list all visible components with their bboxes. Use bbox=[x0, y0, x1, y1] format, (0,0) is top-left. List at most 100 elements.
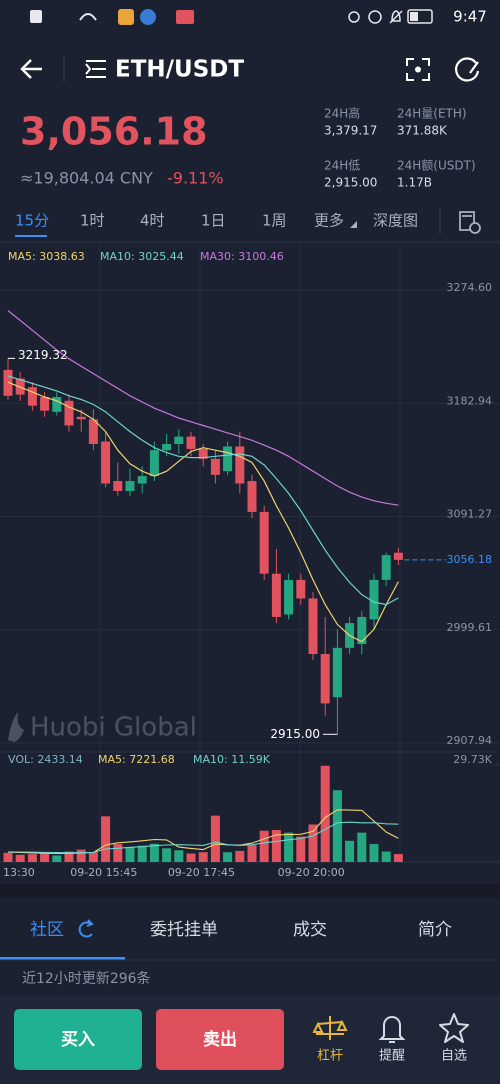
stat-value: 371.88K bbox=[397, 124, 448, 138]
period-tab[interactable]: 1日 bbox=[201, 212, 226, 230]
active-indicator bbox=[15, 235, 47, 237]
candle-body bbox=[296, 579, 306, 599]
volume-bar bbox=[198, 852, 208, 862]
candle-body bbox=[235, 446, 245, 484]
candle-body bbox=[381, 555, 391, 580]
candle-body bbox=[369, 579, 379, 620]
volume-bar bbox=[149, 843, 159, 862]
sell-button[interactable] bbox=[156, 1009, 284, 1070]
dropdown-arrow bbox=[350, 221, 357, 228]
legend-entry: MA10: 11.59K bbox=[193, 753, 271, 766]
content-tab[interactable]: 成交 bbox=[293, 920, 327, 940]
app-icon bbox=[118, 9, 134, 25]
signal-icon bbox=[30, 10, 42, 23]
legend-entry: VOL: 2433.14 bbox=[8, 753, 83, 766]
sell-label[interactable]: 卖出 bbox=[203, 1029, 237, 1050]
candle-body bbox=[40, 397, 50, 411]
volume-bar bbox=[125, 847, 135, 862]
volume-bar bbox=[247, 845, 257, 862]
volume-bar bbox=[210, 815, 220, 862]
tool-label[interactable]: 杠杆 bbox=[317, 1048, 343, 1064]
candle-body bbox=[137, 476, 147, 484]
content-tab[interactable]: 社区 bbox=[30, 920, 64, 940]
refresh-icon[interactable] bbox=[78, 919, 94, 938]
candle-body bbox=[247, 481, 257, 512]
volume-bar bbox=[381, 851, 391, 862]
ma-line bbox=[7, 310, 399, 506]
stat-label: 24H低 bbox=[324, 159, 360, 173]
y-tick-label: 2907.94 bbox=[447, 734, 493, 747]
candle-body bbox=[76, 416, 86, 420]
volume-ma-line bbox=[7, 821, 399, 854]
candle-body bbox=[186, 436, 196, 449]
app-icon bbox=[140, 9, 156, 25]
favorite-icon[interactable] bbox=[439, 1013, 469, 1043]
legend-entry: MA5: 3038.63 bbox=[8, 250, 85, 263]
candle-body bbox=[259, 511, 269, 574]
period-tabs: 15分 1时 4时 1日 1周 更多 深度图 bbox=[0, 208, 500, 243]
period-tab[interactable]: 1周 bbox=[262, 212, 287, 230]
candle-body bbox=[223, 446, 233, 472]
fullscreen-icon[interactable] bbox=[406, 58, 430, 81]
period-tab[interactable]: 4时 bbox=[140, 212, 165, 230]
candle-body bbox=[198, 448, 208, 459]
header: ETH/USDT bbox=[20, 56, 480, 83]
last-price: 3,056.18 bbox=[20, 110, 208, 154]
period-tab[interactable]: 1时 bbox=[80, 212, 105, 230]
clock: 9:47 bbox=[453, 8, 487, 26]
vertical-grid bbox=[0, 242, 500, 863]
volume-bar bbox=[88, 852, 98, 862]
stat-value: 1.17B bbox=[397, 176, 432, 190]
fullscreen-dot bbox=[415, 66, 421, 73]
candle-body bbox=[52, 397, 62, 412]
volume-bar bbox=[345, 840, 355, 862]
content-tabs: 社区 委托挂单 成交 简介 近12小时更新296条 bbox=[0, 919, 500, 987]
period-tab[interactable]: 深度图 bbox=[373, 212, 418, 230]
tool-label[interactable]: 自选 bbox=[441, 1049, 467, 1064]
volume-bar bbox=[40, 853, 50, 862]
content-tab[interactable]: 委托挂单 bbox=[150, 920, 218, 940]
period-tab[interactable]: 更多 bbox=[314, 212, 344, 230]
y-tick-label: 2999.61 bbox=[447, 621, 493, 634]
stat-label: 24H量(ETH) bbox=[397, 107, 467, 121]
period-tab[interactable]: 15分 bbox=[15, 212, 49, 230]
volume-bar bbox=[393, 854, 403, 862]
volume-bar bbox=[259, 830, 269, 862]
settings-gear bbox=[469, 222, 481, 234]
active-indicator bbox=[0, 957, 125, 960]
candle-body bbox=[125, 481, 135, 491]
volume-bar bbox=[320, 765, 330, 862]
y-tick-label: 3182.94 bbox=[447, 394, 493, 407]
eye-icon bbox=[348, 11, 360, 23]
volume-bar bbox=[113, 844, 123, 862]
pair-title[interactable]: ETH/USDT bbox=[115, 57, 244, 83]
candle-body bbox=[162, 443, 172, 451]
content-tab[interactable]: 简介 bbox=[418, 920, 452, 940]
legend-entry: MA10: 3025.44 bbox=[100, 250, 184, 263]
candle-body bbox=[27, 387, 37, 406]
volume-bar bbox=[76, 849, 86, 862]
back-button[interactable] bbox=[20, 59, 42, 79]
buy-button[interactable] bbox=[14, 1009, 142, 1070]
volume-bar bbox=[332, 790, 342, 862]
alert-icon[interactable] bbox=[378, 1016, 406, 1043]
chart-switch-icon[interactable] bbox=[455, 57, 480, 82]
legend-entry: MA5: 7221.68 bbox=[98, 753, 175, 766]
buy-label[interactable]: 买入 bbox=[61, 1030, 95, 1050]
candle-body bbox=[357, 616, 367, 645]
leverage-icon[interactable] bbox=[312, 1016, 348, 1040]
y-tick-label: 3091.27 bbox=[447, 508, 493, 521]
stat-value: 3,379.17 bbox=[324, 124, 377, 138]
x-tick-label: 09-20 20:00 bbox=[278, 866, 345, 879]
tool-label[interactable]: 提醒 bbox=[379, 1048, 405, 1064]
stat-label: 24H额(USDT) bbox=[397, 159, 476, 173]
y-tick-label: 3274.60 bbox=[447, 281, 493, 294]
ticker: 3,056.18 ≈19,804.04 CNY -9.11% 24H高 3,37… bbox=[20, 106, 476, 190]
alarm-icon bbox=[368, 10, 382, 24]
candle-body bbox=[332, 647, 342, 698]
pair-menu-icon[interactable] bbox=[85, 60, 106, 78]
ma-line bbox=[7, 381, 399, 643]
